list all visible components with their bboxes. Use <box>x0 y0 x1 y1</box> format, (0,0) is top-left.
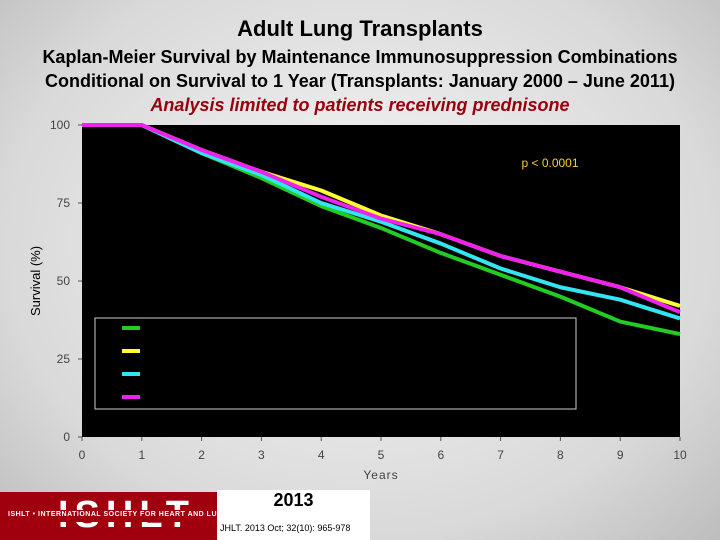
x-tick-label: 2 <box>198 448 205 462</box>
year-box <box>217 490 370 540</box>
p-value-annotation: p < 0.0001 <box>521 156 578 170</box>
y-tick-label: 25 <box>57 352 71 366</box>
x-tick-label: 8 <box>557 448 564 462</box>
page-title: Adult Lung Transplants <box>237 16 483 41</box>
chart-subtitle-line-2: Conditional on Survival to 1 Year (Trans… <box>45 71 675 91</box>
chart-subtitle-line-3: Analysis limited to patients receiving p… <box>150 95 570 115</box>
x-tick-label: 4 <box>318 448 325 462</box>
x-tick-label: 1 <box>138 448 145 462</box>
legend <box>122 326 140 399</box>
x-tick-label: 9 <box>617 448 624 462</box>
y-tick-label: 75 <box>57 196 71 210</box>
chart-subtitle-line-1: Kaplan-Meier Survival by Maintenance Imm… <box>42 47 678 67</box>
publication-year: 2013 <box>273 490 314 510</box>
y-tick-label: 50 <box>57 274 71 288</box>
x-tick-label: 10 <box>673 448 687 462</box>
legend-box <box>94 317 577 410</box>
y-tick-label: 0 <box>63 430 70 444</box>
x-tick-label: 5 <box>378 448 385 462</box>
x-tick-label: 3 <box>258 448 265 462</box>
journal-citation: JHLT. 2013 Oct; 32(10): 965-978 <box>220 523 351 533</box>
y-tick-label: 100 <box>50 118 70 132</box>
series-lines <box>82 123 681 336</box>
survival-series-line <box>82 123 681 315</box>
x-axis-label: Years <box>363 468 398 482</box>
x-tick-label: 0 <box>79 448 86 462</box>
x-tick-label: 7 <box>497 448 504 462</box>
x-tick-label: 6 <box>437 448 444 462</box>
logo-band-text: ISHLT • INTERNATIONAL SOCIETY FOR HEART … <box>8 511 307 518</box>
y-axis-label: Survival (%) <box>28 246 43 316</box>
